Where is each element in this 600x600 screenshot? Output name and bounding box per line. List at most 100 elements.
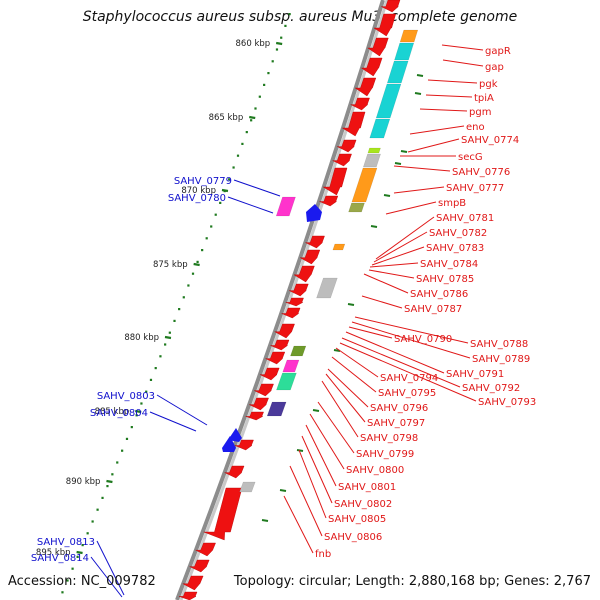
label-leader-line: [90, 556, 123, 598]
reverse-gene-arrow: [332, 153, 352, 167]
gene-label[interactable]: SAHV_0792: [462, 383, 520, 394]
reverse-gene-arrow: [381, 0, 401, 13]
scale-tick: [130, 426, 133, 429]
gene-label[interactable]: smpB: [438, 198, 466, 209]
label-leader-line: [301, 435, 333, 504]
reverse-gene-arrow: [245, 411, 264, 421]
backbone-shadow: [179, 0, 389, 600]
genome-backbone: [175, 0, 385, 600]
gene-label[interactable]: SAHV_0780: [168, 193, 226, 204]
gene-label[interactable]: pgk: [479, 79, 498, 90]
scale-tick: [149, 378, 153, 381]
gene-label[interactable]: SAHV_0781: [436, 213, 494, 224]
cds-track-tick: [414, 92, 422, 95]
label-leader-line: [371, 246, 425, 266]
gene-label[interactable]: SAHV_0805: [328, 514, 386, 525]
gene-label[interactable]: SAHV_0798: [360, 433, 418, 444]
gene-label[interactable]: SAHV_0800: [346, 465, 404, 476]
gene-label[interactable]: SAHV_0787: [404, 304, 462, 315]
gene-label[interactable]: SAHV_0789: [472, 354, 530, 365]
gene-label[interactable]: SAHV_0796: [370, 403, 428, 414]
gene-label[interactable]: gap: [485, 62, 504, 73]
cds-block-cyan: [394, 42, 415, 61]
scale-tick: [271, 60, 274, 63]
map-title: Staphylococcus aureus subsp. aureus Mu3,…: [82, 9, 518, 25]
gene-label[interactable]: SAHV_0790: [394, 334, 452, 345]
reverse-gene-arrow: [203, 487, 243, 541]
forward-gene-arrow: [222, 436, 236, 452]
label-leader-line: [354, 316, 469, 344]
gene-label[interactable]: SAHV_0806: [324, 532, 382, 543]
label-leader-line: [425, 94, 473, 98]
scale-tick: [91, 520, 94, 523]
scale-tick: [164, 343, 167, 346]
topology-label: Topology: circular; Length: 2,880,168 bp…: [233, 574, 591, 589]
gene-label[interactable]: SAHV_0774: [461, 135, 519, 146]
label-leader-line: [327, 368, 369, 408]
forward-gene-arrow: [306, 204, 322, 222]
gene-label[interactable]: SAHV_0804: [90, 408, 148, 419]
label-leader-line: [289, 465, 323, 537]
gene-label[interactable]: SAHV_0802: [334, 499, 392, 510]
gene-label[interactable]: SAHV_0799: [356, 449, 414, 460]
gene-label[interactable]: SAHV_0791: [446, 369, 504, 380]
label-leader-line: [361, 295, 403, 309]
gene-label[interactable]: pgm: [469, 107, 491, 118]
gene-label[interactable]: SAHV_0803: [97, 391, 155, 402]
kbp-label: 875 kbp: [153, 260, 188, 270]
gene-label[interactable]: SAHV_0795: [378, 388, 436, 399]
gene-label[interactable]: SAHV_0776: [452, 167, 510, 178]
scale-tick: [173, 319, 176, 322]
label-leader-line: [335, 347, 379, 378]
gene-label[interactable]: SAHV_0784: [420, 259, 478, 270]
scale-tick: [284, 24, 287, 27]
scale-tick: [159, 355, 162, 358]
scale-tick: [275, 48, 279, 51]
scale-tick: [210, 225, 213, 228]
kbp-major-tick: [76, 550, 83, 555]
kbp-major-tick: [193, 262, 200, 267]
label-leader-line: [233, 179, 281, 197]
gene-label[interactable]: SAHV_0794: [380, 373, 438, 384]
reverse-gene-arrow: [270, 339, 290, 351]
gene-label[interactable]: SAHV_0782: [429, 228, 487, 239]
gene-label[interactable]: SAHV_0814: [31, 553, 89, 564]
gene-label[interactable]: SAHV_0788: [470, 339, 528, 350]
cds-block-lime: [367, 147, 381, 154]
kbp-major-tick: [135, 409, 142, 414]
gene-label[interactable]: secG: [458, 152, 483, 163]
cds-track-tick: [261, 519, 269, 522]
reverse-gene-arrow: [234, 439, 254, 451]
gene-label[interactable]: eno: [466, 122, 485, 133]
label-leader-line: [375, 216, 435, 260]
kbp-label: 880 kbp: [124, 333, 159, 343]
gene-label[interactable]: SAHV_0801: [338, 482, 396, 493]
scale-tick: [140, 402, 143, 405]
scale-tick: [250, 119, 253, 122]
gene-label[interactable]: SAHV_0777: [446, 183, 504, 194]
gene-label[interactable]: SAHV_0783: [426, 243, 484, 254]
gene-label[interactable]: tpiA: [474, 93, 494, 104]
gene-label[interactable]: SAHV_0793: [478, 397, 536, 408]
cds-block-purple: [266, 401, 287, 417]
reverse-gene-arrow: [189, 559, 210, 573]
kbp-major-tick: [106, 479, 113, 484]
gene-label[interactable]: gapR: [485, 46, 511, 57]
scale-tick: [280, 36, 283, 39]
scale-tick: [228, 178, 231, 181]
gene-label[interactable]: fnb: [315, 549, 331, 560]
reverse-gene-arrow: [224, 465, 245, 479]
scale-tick: [145, 390, 148, 393]
cds-block-darkgreen: [290, 345, 307, 357]
gene-label[interactable]: SAHV_0779: [174, 176, 232, 187]
gene-label[interactable]: SAHV_0785: [416, 274, 474, 285]
scale-tick: [61, 591, 64, 594]
cds-block-orange: [351, 167, 378, 203]
scale-tick: [191, 272, 195, 275]
kbp-major-tick: [249, 115, 256, 120]
scale-tick: [263, 83, 266, 86]
gene-label[interactable]: SAHV_0813: [37, 537, 95, 548]
cds-track-tick: [312, 409, 320, 412]
gene-label[interactable]: SAHV_0797: [367, 418, 425, 429]
gene-label[interactable]: SAHV_0786: [410, 289, 468, 300]
